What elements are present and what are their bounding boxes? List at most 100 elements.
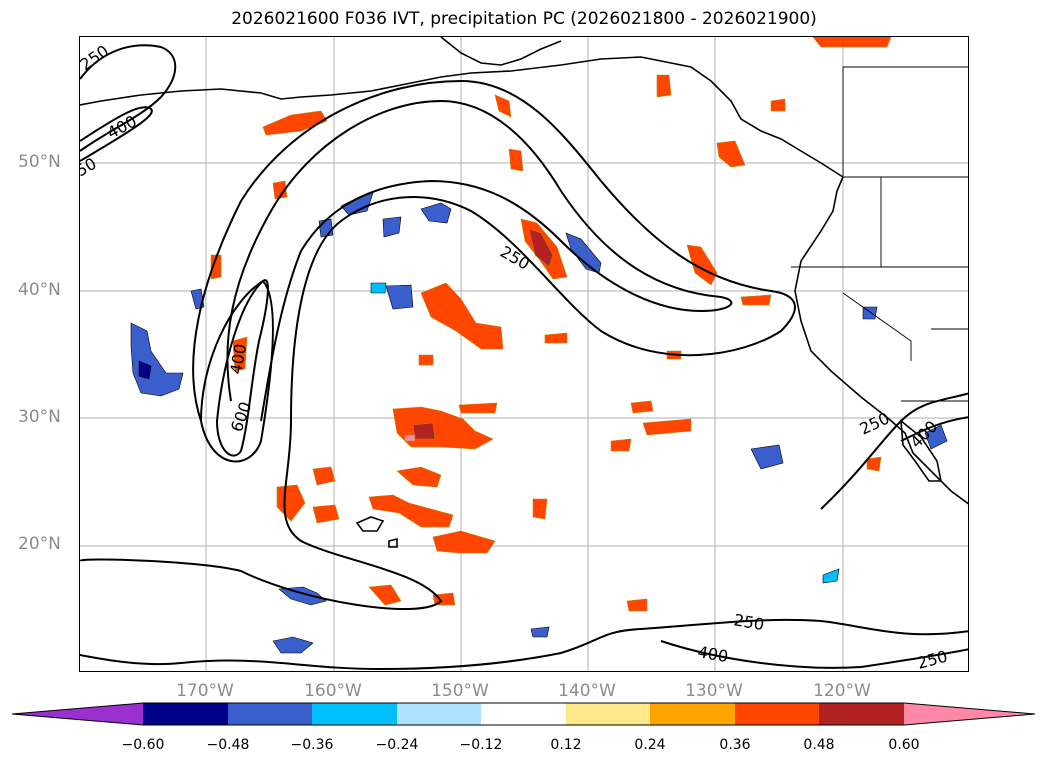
pos-area bbox=[610, 438, 632, 452]
colorbar bbox=[11, 702, 1036, 726]
neg-area bbox=[130, 322, 184, 397]
colorbar-bin bbox=[650, 703, 735, 725]
precip-negative-areas bbox=[130, 192, 948, 654]
ivt-contours bbox=[80, 44, 968, 671]
pos-area-core bbox=[412, 422, 436, 440]
contour-label: 250 bbox=[497, 242, 533, 274]
border bbox=[842, 66, 968, 177]
colorbar-tick-label: −0.48 bbox=[206, 737, 250, 753]
colorbar-outline bbox=[11, 702, 1036, 726]
hawaii bbox=[355, 516, 398, 548]
pos-area bbox=[368, 584, 402, 606]
pos-area bbox=[494, 94, 512, 118]
contour-label: 250 bbox=[857, 408, 893, 438]
lat-label-40n: 40°N bbox=[18, 280, 61, 300]
colorbar-tick-label: 0.60 bbox=[888, 737, 920, 753]
colorbar-bin bbox=[735, 703, 819, 725]
neg-area bbox=[272, 636, 314, 654]
lon-label-130w: 130°W bbox=[685, 681, 743, 701]
neg-area bbox=[750, 444, 784, 470]
ivt-contour-250-outer bbox=[80, 79, 796, 611]
pos-area bbox=[312, 504, 340, 524]
pos-area bbox=[262, 110, 328, 136]
pos-area bbox=[396, 466, 442, 488]
colorbar-bin bbox=[481, 703, 566, 725]
lon-label-120w: 120°W bbox=[813, 681, 871, 701]
border bbox=[842, 292, 912, 361]
pos-area bbox=[418, 354, 434, 366]
pos-area bbox=[432, 530, 496, 554]
ivt-contour-400-south bbox=[660, 640, 968, 669]
colorbar-tick-label: −0.60 bbox=[121, 737, 165, 753]
coast-bc bbox=[794, 176, 968, 505]
contour-label: 50 bbox=[80, 154, 100, 181]
pos-area bbox=[642, 418, 692, 436]
map-panel: 250 400 50 400 600 250 250 400 250 250 4… bbox=[79, 36, 969, 672]
pos-area bbox=[368, 494, 454, 528]
map-canvas: 250 400 50 400 600 250 250 400 250 250 4… bbox=[80, 37, 968, 672]
neg-area bbox=[370, 282, 387, 294]
contour-label: 400 bbox=[226, 342, 250, 375]
neg-area bbox=[382, 216, 402, 238]
neg-area bbox=[318, 218, 334, 238]
pos-area bbox=[420, 282, 504, 350]
colorbar-bin bbox=[397, 703, 481, 725]
pos-area bbox=[716, 140, 746, 168]
contour-label: 400 bbox=[696, 642, 729, 666]
neg-area bbox=[385, 284, 414, 310]
lon-label-140w: 140°W bbox=[558, 681, 616, 701]
colorbar-bin bbox=[312, 703, 397, 725]
ivt-contour-250-south bbox=[80, 618, 968, 671]
pos-area bbox=[508, 148, 524, 172]
colorbar-tick-label: −0.24 bbox=[375, 737, 419, 753]
state-borders bbox=[791, 66, 968, 402]
pos-area bbox=[740, 294, 772, 306]
pos-area-peak bbox=[404, 434, 416, 442]
pos-area bbox=[770, 98, 786, 112]
pos-area bbox=[272, 180, 288, 200]
colorbar-extend-high bbox=[904, 703, 1035, 725]
ivt-contour-250-nw bbox=[80, 44, 177, 152]
neg-area-core bbox=[138, 360, 152, 380]
contour-label: 250 bbox=[915, 647, 949, 672]
contour-labels: 250 400 50 400 600 250 250 400 250 250 4… bbox=[80, 41, 950, 672]
pos-area bbox=[686, 244, 718, 286]
colorbar-segments bbox=[12, 703, 1035, 725]
neg-area bbox=[530, 626, 550, 638]
pos-area bbox=[656, 74, 672, 98]
pos-area-core bbox=[528, 228, 554, 268]
lat-label-50n: 50°N bbox=[18, 152, 61, 172]
ivt-contour-600 bbox=[215, 279, 269, 457]
colorbar-bin bbox=[819, 703, 904, 725]
lon-label-170w: 170°W bbox=[176, 681, 234, 701]
contour-label: 250 bbox=[80, 41, 112, 74]
neg-area bbox=[420, 202, 452, 224]
coast-alaska-north bbox=[440, 37, 562, 66]
colorbar-bin bbox=[143, 703, 228, 725]
figure-title: 2026021600 F036 IVT, precipitation PC (2… bbox=[231, 9, 817, 29]
contour-label: 250 bbox=[732, 610, 765, 634]
colorbar-bin bbox=[566, 703, 650, 725]
ivt-contour-400-inner bbox=[226, 99, 733, 422]
pos-area bbox=[812, 37, 892, 48]
lon-label-150w: 150°W bbox=[431, 681, 489, 701]
colorbar-tick-label: 0.12 bbox=[550, 737, 582, 753]
colorbar-extend-low bbox=[12, 703, 143, 725]
neg-area bbox=[278, 586, 327, 606]
colorbar-bin bbox=[228, 703, 312, 725]
colorbar-tick-label: −0.36 bbox=[290, 737, 334, 753]
colorbar-tick-label: 0.36 bbox=[719, 737, 751, 753]
ivt-contour-400-loop bbox=[200, 280, 274, 463]
neg-area bbox=[822, 568, 840, 584]
colorbar-tick-label: 0.48 bbox=[803, 737, 835, 753]
pos-area bbox=[312, 466, 336, 486]
coastlines bbox=[80, 37, 968, 548]
precip-positive-areas bbox=[210, 37, 892, 612]
neg-area bbox=[924, 424, 948, 450]
pos-area bbox=[458, 402, 498, 414]
border bbox=[880, 177, 968, 268]
lat-label-30n: 30°N bbox=[18, 407, 61, 427]
pos-area bbox=[630, 400, 654, 414]
colorbar-tick-label: 0.24 bbox=[634, 737, 666, 753]
pos-area bbox=[232, 336, 248, 372]
